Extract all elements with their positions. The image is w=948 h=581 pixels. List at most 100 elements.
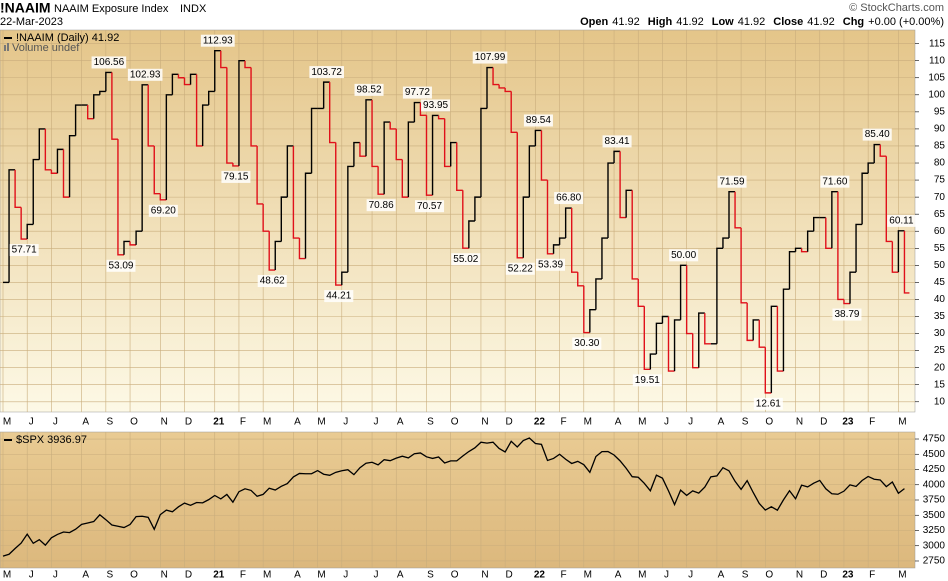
step-segment bbox=[74, 104, 82, 136]
step-segment bbox=[353, 141, 360, 167]
step-segment bbox=[93, 94, 100, 119]
x-tick-label: 22 bbox=[534, 570, 546, 581]
x-tick-label: 21 bbox=[213, 570, 225, 581]
step-segment bbox=[770, 305, 778, 393]
step-segment bbox=[286, 145, 294, 198]
value-label: 69.20 bbox=[151, 205, 176, 216]
step-segment bbox=[595, 278, 602, 310]
value-label-box bbox=[862, 128, 892, 141]
value-label: 93.95 bbox=[423, 100, 448, 111]
x-tick-label: F bbox=[240, 417, 246, 428]
x-tick-label: M bbox=[638, 417, 646, 428]
x-tick-label: M bbox=[263, 417, 271, 428]
y-tick-label: 95 bbox=[934, 106, 946, 117]
step-segment bbox=[62, 149, 70, 198]
step-segment bbox=[813, 216, 820, 232]
step-segment bbox=[655, 322, 663, 355]
step-segment bbox=[135, 230, 143, 245]
value-label: 97.72 bbox=[405, 87, 430, 98]
y-tick-label: 110 bbox=[929, 55, 945, 66]
step-segment bbox=[99, 90, 106, 95]
step-segment bbox=[522, 196, 530, 258]
value-label-box bbox=[536, 258, 566, 271]
value-label: 48.62 bbox=[260, 276, 285, 287]
step-segment bbox=[268, 231, 276, 271]
step-segment bbox=[38, 128, 46, 160]
x-tick-label: M bbox=[584, 570, 592, 581]
value-label: 50.00 bbox=[671, 250, 696, 261]
step-segment bbox=[492, 67, 500, 86]
step-segment bbox=[746, 302, 754, 342]
step-segment bbox=[177, 74, 185, 79]
y-tick-label: 10 bbox=[934, 396, 946, 407]
step-segment bbox=[443, 118, 451, 168]
quote: +0.00 (+0.00%) Chg 41.92 Close 41.92 Low 41.92… bbox=[580, 16, 944, 28]
x-tick-label: 21 bbox=[213, 417, 225, 428]
x-tick-label: A bbox=[82, 417, 89, 428]
step-segment bbox=[631, 190, 639, 280]
value-label: 102.93 bbox=[130, 69, 161, 80]
step-segment bbox=[607, 162, 615, 239]
step-segment bbox=[528, 145, 536, 198]
step-segment bbox=[407, 121, 415, 198]
y-tick-label: 3000 bbox=[923, 540, 946, 551]
step-segment bbox=[87, 105, 94, 120]
value-label-box bbox=[309, 66, 344, 79]
step-segment bbox=[292, 145, 300, 239]
value-label-box bbox=[91, 56, 127, 69]
step-segment bbox=[425, 115, 433, 196]
x-tick-label: J bbox=[343, 417, 348, 428]
step-segment bbox=[165, 94, 173, 200]
quote-label: Close bbox=[773, 16, 803, 28]
value-label-box bbox=[820, 175, 850, 188]
step-segment bbox=[26, 223, 34, 240]
x-tick-label: F bbox=[240, 570, 246, 581]
x-tick-label: A bbox=[294, 417, 301, 428]
step-segment bbox=[238, 59, 245, 166]
step-segment bbox=[195, 74, 203, 147]
step-segment bbox=[141, 84, 149, 232]
value-label: 71.60 bbox=[822, 176, 847, 187]
legend: $SPX 3936.97 bbox=[16, 434, 87, 446]
value-label-box bbox=[415, 200, 445, 213]
value-label: 44.21 bbox=[326, 291, 351, 302]
x-tick-label: N bbox=[161, 570, 168, 581]
volume-icon bbox=[4, 45, 6, 51]
step-segment bbox=[450, 141, 457, 167]
y-tick-label: 40 bbox=[934, 294, 946, 305]
step-segment bbox=[534, 129, 542, 146]
x-tick-label: O bbox=[451, 570, 459, 581]
step-segment bbox=[274, 240, 282, 271]
value-label: 85.40 bbox=[865, 129, 890, 140]
step-segment bbox=[56, 148, 64, 174]
step-segment bbox=[486, 66, 494, 109]
symbol: !NAAIM bbox=[0, 0, 51, 16]
y-tick-label: 4000 bbox=[923, 479, 946, 490]
step-segment bbox=[734, 191, 742, 229]
step-segment bbox=[480, 107, 487, 198]
value-label: 79.15 bbox=[223, 172, 248, 183]
quote-value: 41.92 bbox=[612, 16, 640, 28]
value-label-box bbox=[9, 244, 39, 257]
step-segment bbox=[758, 319, 766, 348]
step-segment bbox=[800, 248, 808, 253]
step-segment bbox=[401, 159, 409, 198]
value-label-box bbox=[887, 214, 916, 227]
value-label-box bbox=[221, 170, 251, 183]
x-tick-label: S bbox=[107, 570, 114, 581]
x-tick-label: O bbox=[765, 570, 773, 581]
step-segment bbox=[643, 306, 651, 371]
step-segment bbox=[498, 84, 506, 89]
value-label-box bbox=[602, 135, 632, 148]
step-segment bbox=[752, 319, 760, 341]
step-segment bbox=[540, 130, 548, 181]
step-segment bbox=[510, 91, 518, 134]
y-tick-label: 60 bbox=[934, 226, 946, 237]
step-segment bbox=[649, 353, 657, 370]
y-tick-label: 70 bbox=[934, 192, 946, 203]
x-tick-label: D bbox=[185, 417, 192, 428]
value-label: 71.59 bbox=[720, 176, 745, 187]
step-segment bbox=[891, 241, 899, 273]
x-tick-label: A bbox=[615, 417, 622, 428]
